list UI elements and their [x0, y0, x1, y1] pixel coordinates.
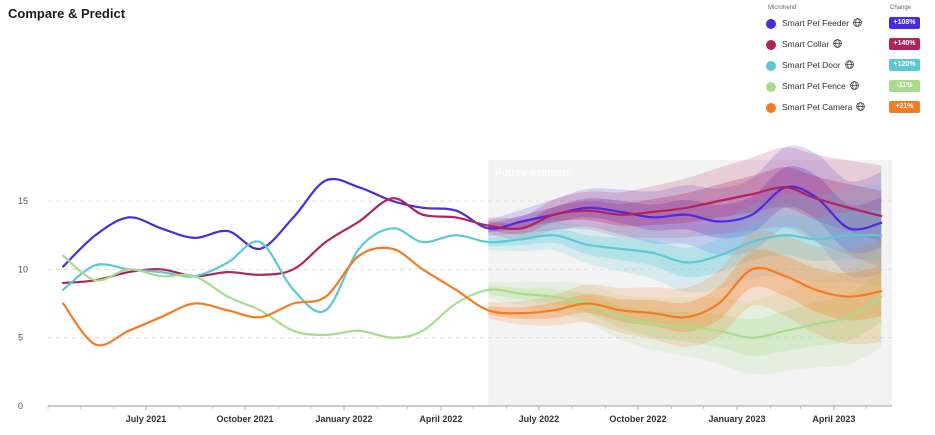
y-tick-label: 15: [18, 196, 28, 206]
x-tick-label: July 2022: [519, 414, 560, 424]
y-tick-label: 0: [18, 401, 23, 411]
legend-label: Smart Pet Feeder: [782, 18, 862, 29]
legend: Microtrend Change Smart Pet Feeder +108% S…: [764, 4, 932, 119]
legend-item[interactable]: Smart Pet Fence -11%: [764, 77, 932, 98]
legend-color-dot: [766, 103, 776, 113]
legend-label-text: Smart Pet Fence: [782, 81, 846, 91]
legend-color-dot: [766, 61, 776, 71]
x-tick-label: July 2021: [126, 414, 167, 424]
legend-color-dot: [766, 19, 776, 29]
confidence-band-inner: [488, 249, 882, 333]
page-title: Compare & Predict: [8, 6, 126, 21]
legend-item[interactable]: Smart Pet Camera +21%: [764, 98, 932, 119]
legend-label-text: Smart Pet Door: [782, 60, 841, 70]
legend-item[interactable]: Smart Pet Door +120%: [764, 56, 932, 77]
change-badge: +140%: [889, 38, 920, 50]
legend-color-dot: [766, 82, 776, 92]
legend-label-text: Smart Pet Feeder: [782, 18, 850, 28]
x-tick-label: April 2023: [812, 414, 855, 424]
legend-header-change: Change: [890, 5, 912, 11]
legend-label: Smart Pet Door: [782, 60, 854, 71]
x-tick-label: January 2022: [316, 414, 373, 424]
confidence-band-outer: [488, 245, 882, 375]
legend-label: Smart Pet Camera: [782, 102, 866, 113]
change-badge: +120%: [889, 59, 920, 71]
change-badge: -11%: [889, 80, 920, 92]
globe-icon[interactable]: [844, 60, 854, 71]
series-line[interactable]: [62, 177, 883, 268]
y-tick-label: 5: [18, 333, 23, 343]
confidence-band-outer: [488, 230, 882, 347]
confidence-band-inner: [488, 271, 882, 357]
globe-icon[interactable]: [853, 18, 862, 29]
series-line[interactable]: [62, 227, 883, 313]
legend-color-dot: [766, 40, 776, 50]
confidence-band-outer: [488, 184, 882, 293]
change-badge: +108%: [889, 17, 920, 29]
y-tick-label: 10: [18, 264, 28, 274]
legend-header: Microtrend Change: [764, 4, 932, 14]
legend-item[interactable]: Smart Collar +140%: [764, 35, 932, 56]
confidence-band-inner: [488, 167, 882, 242]
confidence-band-outer: [488, 145, 882, 278]
change-badge: +21%: [889, 101, 920, 113]
legend-label-text: Smart Pet Camera: [782, 102, 853, 112]
legend-label: Smart Collar: [782, 39, 843, 50]
legend-label-text: Smart Collar: [782, 39, 830, 49]
globe-icon[interactable]: [850, 81, 859, 92]
globe-icon[interactable]: [833, 39, 843, 50]
x-tick-label: January 2023: [708, 414, 765, 424]
x-tick-label: October 2021: [216, 414, 273, 424]
series-line[interactable]: [62, 254, 883, 339]
future-estimate-label: Future estimate: [495, 167, 571, 179]
x-tick-label: October 2022: [609, 414, 666, 424]
legend-label: Smart Pet Fence: [782, 81, 859, 92]
globe-icon[interactable]: [856, 102, 866, 113]
confidence-band-inner: [488, 209, 882, 278]
legend-header-microtrend: Microtrend: [768, 5, 797, 11]
legend-item[interactable]: Smart Pet Feeder +108%: [764, 14, 932, 35]
series-line[interactable]: [62, 246, 883, 347]
x-tick-label: April 2022: [419, 414, 462, 424]
